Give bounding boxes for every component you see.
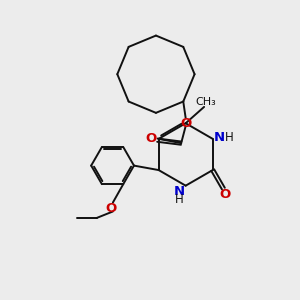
Text: N: N [174,184,185,197]
Text: N: N [214,131,225,144]
Text: O: O [180,117,191,130]
Text: O: O [145,132,157,145]
Text: O: O [219,188,230,201]
Text: H: H [175,193,184,206]
Text: O: O [106,202,117,215]
Text: CH₃: CH₃ [195,97,216,106]
Text: H: H [225,131,233,144]
